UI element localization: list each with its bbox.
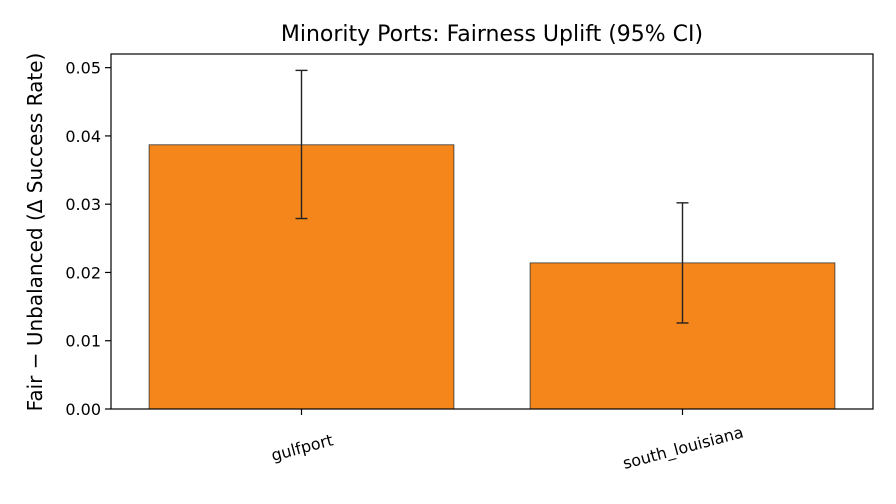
- bars-layer: [148, 144, 836, 410]
- y-axis: 0.00 0.01 0.02 0.03 0.04 0.05: [65, 59, 111, 419]
- plot-frame: [110, 53, 874, 410]
- x-tick-label: gulfport: [269, 430, 335, 465]
- y-tick-label: 0.05: [65, 59, 101, 78]
- y-tick-label: 0.02: [65, 263, 101, 282]
- x-tick-label: south_louisiana: [621, 422, 746, 473]
- y-tick-label: 0.04: [65, 127, 101, 146]
- y-tick-label: 0.03: [65, 195, 101, 214]
- y-tick-label: 0.01: [65, 332, 101, 351]
- error-bars-layer: [295, 69, 689, 324]
- x-axis: gulfport south_louisiana: [269, 409, 746, 474]
- chart-title: Minority Ports: Fairness Uplift (95% CI): [281, 22, 703, 47]
- y-tick-label: 0.00: [65, 400, 101, 419]
- y-axis-label: Fair − Unbalanced (Δ Success Rate): [23, 53, 47, 412]
